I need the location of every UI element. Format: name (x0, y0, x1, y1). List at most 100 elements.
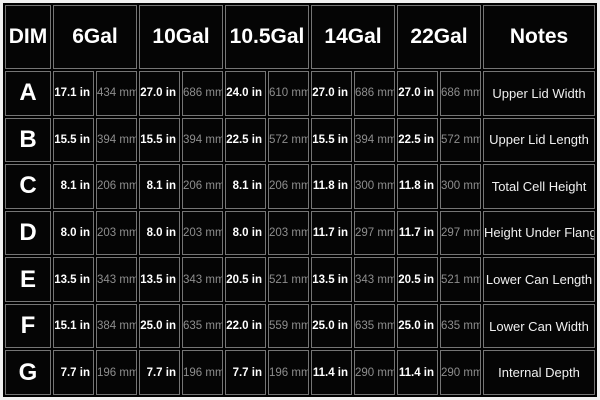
value-cell-in: 15.5 in (139, 117, 180, 163)
value-cell-in: 25.0 in (139, 303, 180, 349)
value-cell-in: 8.1 in (225, 164, 266, 209)
value-cell-in: 13.5 in (311, 257, 353, 302)
value-cell-mm: 206 mm (182, 164, 223, 209)
header-cell-14gal: 14Gal (311, 5, 396, 69)
value-cell-mm: 343 mm (96, 257, 137, 302)
value-cell-mm: 343 mm (354, 257, 396, 302)
value-cell-mm: 635 mm (354, 303, 396, 349)
value-cell-in: 8.0 in (225, 210, 266, 256)
value-cell-mm: 572 mm (440, 117, 482, 163)
value-cell-mm: 206 mm (268, 164, 310, 209)
value-cell-mm: 196 mm (182, 350, 223, 395)
value-cell-in: 13.5 in (139, 257, 180, 302)
value-cell-mm: 686 mm (440, 71, 482, 116)
value-cell-in: 8.0 in (139, 210, 180, 256)
note-cell: Upper Lid Width (483, 71, 596, 116)
dim-letter: D (5, 210, 51, 256)
header-cell-notes: Notes (483, 5, 596, 69)
note-cell: Total Cell Height (483, 164, 596, 209)
value-cell-mm: 434 mm (96, 71, 137, 116)
value-cell-mm: 343 mm (182, 257, 223, 302)
value-cell-mm: 297 mm (440, 210, 482, 256)
value-cell-in: 27.0 in (397, 71, 439, 116)
value-cell-mm: 521 mm (268, 257, 310, 302)
value-cell-in: 7.7 in (139, 350, 180, 395)
value-cell-in: 25.0 in (311, 303, 353, 349)
note-cell: Lower Can Length (483, 257, 596, 302)
value-cell-in: 22.0 in (225, 303, 266, 349)
dim-letter: E (5, 257, 51, 302)
table-row: A 17.1 in 434 mm 27.0 in 686 mm 24.0 in … (5, 71, 596, 116)
note-cell: Internal Depth (483, 350, 596, 395)
value-cell-in: 7.7 in (53, 350, 94, 395)
dim-letter: G (5, 350, 51, 395)
value-cell-in: 22.5 in (397, 117, 439, 163)
note-cell: Lower Can Width (483, 303, 596, 349)
value-cell-in: 15.5 in (311, 117, 353, 163)
value-cell-mm: 635 mm (182, 303, 223, 349)
value-cell-in: 11.8 in (311, 164, 353, 209)
value-cell-in: 11.4 in (311, 350, 353, 395)
value-cell-mm: 572 mm (268, 117, 310, 163)
value-cell-in: 11.8 in (397, 164, 439, 209)
value-cell-mm: 196 mm (268, 350, 310, 395)
value-cell-mm: 206 mm (96, 164, 137, 209)
value-cell-in: 13.5 in (53, 257, 94, 302)
value-cell-mm: 203 mm (268, 210, 310, 256)
value-cell-mm: 394 mm (96, 117, 137, 163)
value-cell-mm: 635 mm (440, 303, 482, 349)
value-cell-mm: 384 mm (96, 303, 137, 349)
value-cell-in: 24.0 in (225, 71, 266, 116)
value-cell-mm: 686 mm (182, 71, 223, 116)
value-cell-mm: 297 mm (354, 210, 396, 256)
value-cell-in: 27.0 in (311, 71, 353, 116)
value-cell-in: 8.1 in (139, 164, 180, 209)
value-cell-mm: 300 mm (354, 164, 396, 209)
value-cell-in: 7.7 in (225, 350, 266, 395)
value-cell-mm: 290 mm (440, 350, 482, 395)
value-cell-in: 8.1 in (53, 164, 94, 209)
value-cell-mm: 196 mm (96, 350, 137, 395)
value-cell-mm: 290 mm (354, 350, 396, 395)
value-cell-in: 15.1 in (53, 303, 94, 349)
value-cell-in: 8.0 in (53, 210, 94, 256)
header-cell-6gal: 6Gal (53, 5, 137, 69)
header-cell-dim: DIM (5, 5, 51, 69)
dim-letter: F (5, 303, 51, 349)
value-cell-mm: 521 mm (440, 257, 482, 302)
value-cell-in: 11.7 in (311, 210, 353, 256)
value-cell-in: 25.0 in (397, 303, 439, 349)
table-row: D 8.0 in 203 mm 8.0 in 203 mm 8.0 in 203… (5, 210, 596, 256)
note-cell: Height Under Flange (483, 210, 596, 256)
table-row: E 13.5 in 343 mm 13.5 in 343 mm 20.5 in … (5, 257, 596, 302)
value-cell-mm: 559 mm (268, 303, 310, 349)
value-cell-in: 27.0 in (139, 71, 180, 116)
note-cell: Upper Lid Length (483, 117, 596, 163)
value-cell-in: 15.5 in (53, 117, 94, 163)
table-row: F 15.1 in 384 mm 25.0 in 635 mm 22.0 in … (5, 303, 596, 349)
value-cell-mm: 394 mm (182, 117, 223, 163)
value-cell-mm: 203 mm (182, 210, 223, 256)
value-cell-in: 22.5 in (225, 117, 266, 163)
table-row: C 8.1 in 206 mm 8.1 in 206 mm 8.1 in 206… (5, 164, 596, 209)
value-cell-in: 11.4 in (397, 350, 439, 395)
header-cell-10-5gal: 10.5Gal (225, 5, 310, 69)
value-cell-mm: 203 mm (96, 210, 137, 256)
dim-letter: C (5, 164, 51, 209)
header-row: DIM 6Gal 10Gal 10.5Gal 14Gal 22Gal Notes (5, 5, 596, 69)
value-cell-in: 20.5 in (397, 257, 439, 302)
value-cell-in: 11.7 in (397, 210, 439, 256)
value-cell-mm: 300 mm (440, 164, 482, 209)
value-cell-mm: 394 mm (354, 117, 396, 163)
value-cell-mm: 686 mm (354, 71, 396, 116)
value-cell-in: 17.1 in (53, 71, 94, 116)
value-cell-mm: 610 mm (268, 71, 310, 116)
table-row: B 15.5 in 394 mm 15.5 in 394 mm 22.5 in … (5, 117, 596, 163)
dim-letter: A (5, 71, 51, 116)
dim-letter: B (5, 117, 51, 163)
header-cell-22gal: 22Gal (397, 5, 482, 69)
header-cell-10gal: 10Gal (139, 5, 223, 69)
value-cell-in: 20.5 in (225, 257, 266, 302)
